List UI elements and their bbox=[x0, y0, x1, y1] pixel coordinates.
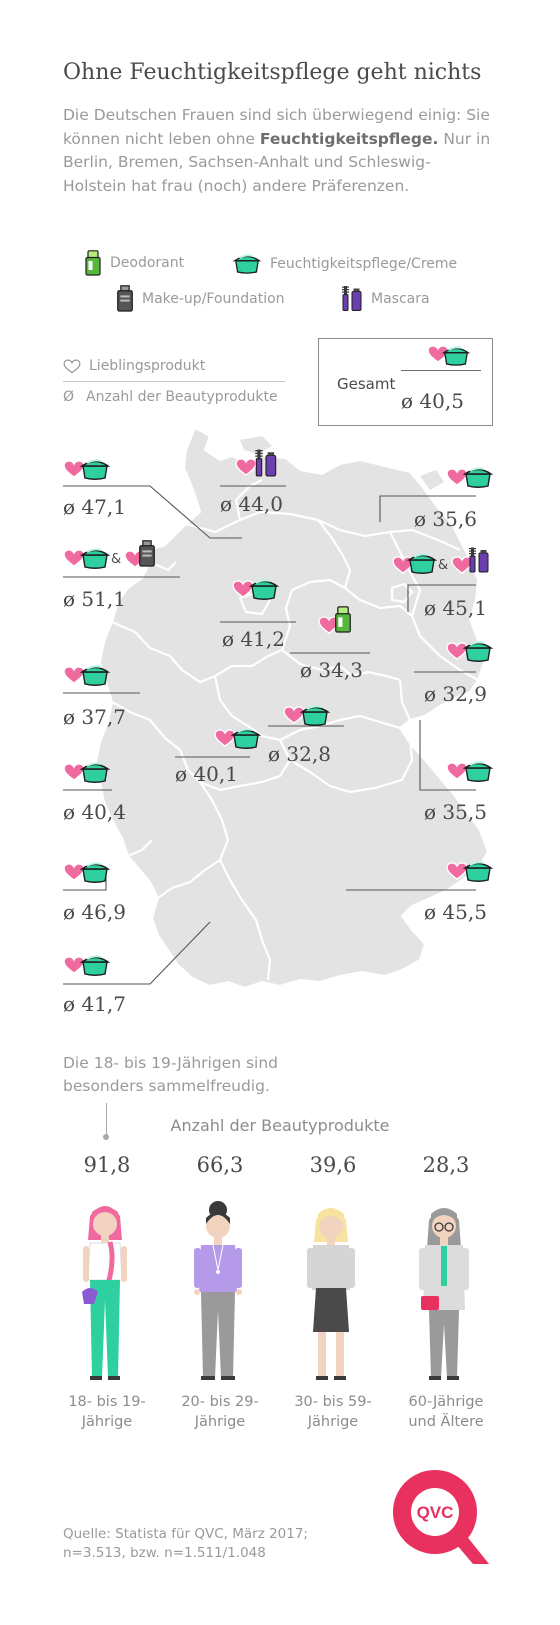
gesamt-value: ø 40,5 bbox=[401, 389, 464, 413]
value-rheinland-pfalz: ø 40,4 bbox=[63, 800, 126, 824]
legend-makeup-label: Make-up/Foundation bbox=[142, 290, 285, 307]
legend-cream: Feuchtigkeitspflege/Creme bbox=[232, 253, 457, 274]
age-value: 39,6 bbox=[309, 1153, 357, 1177]
value-bremen: ø 51,1 bbox=[63, 587, 126, 611]
pointer-line bbox=[106, 1103, 107, 1137]
age-value: 66,3 bbox=[196, 1153, 244, 1177]
legend-cream-label: Feuchtigkeitspflege/Creme bbox=[270, 255, 458, 272]
intro-bold: Feuchtigkeits­pflege. bbox=[259, 129, 439, 148]
age-label-line: 20- bis 29- bbox=[181, 1394, 259, 1410]
value-nordrhein-westfalen: ø 37,7 bbox=[63, 705, 126, 729]
makeup-icon bbox=[138, 540, 156, 567]
legend-avg-label: Anzahl der Beautyprodukte bbox=[86, 389, 278, 405]
gesamt-box: Gesamt ø 40,5 bbox=[318, 338, 493, 426]
age-label-line: Jährige bbox=[194, 1414, 246, 1430]
legend-favorite-label: Lieblingsprodukt bbox=[89, 358, 206, 374]
avg-symbol: Ø bbox=[63, 389, 75, 405]
woman-18-19-figure bbox=[82, 1206, 127, 1380]
source-line: Quelle: Statista für QVC, März 2017; bbox=[63, 1526, 308, 1542]
logo-text: QVC bbox=[417, 1503, 454, 1522]
age-label-line: 18- bis 19- bbox=[68, 1394, 146, 1410]
cream-icon bbox=[299, 704, 331, 726]
legend-makeup: Make-up/Foundation bbox=[116, 285, 285, 312]
mascara-icon bbox=[254, 449, 278, 477]
legend-average: Ø Anzahl der Beautyprodukte bbox=[63, 389, 278, 405]
page-title: Ohne Feuchtigkeitspflege geht nichts bbox=[63, 60, 482, 85]
cream-icon bbox=[79, 761, 111, 783]
intro-part-1: Die Deutschen Frauen sind sich überwiege… bbox=[63, 106, 490, 148]
woman-60-plus-figure bbox=[419, 1208, 469, 1380]
cream-icon bbox=[79, 861, 111, 883]
woman-20-29-figure bbox=[194, 1201, 242, 1380]
deodorant-icon bbox=[334, 606, 352, 633]
value-thueringen: ø 32,8 bbox=[268, 742, 331, 766]
age-label-line: Jährige bbox=[307, 1414, 359, 1430]
mascara-icon bbox=[468, 546, 490, 574]
value-brandenburg: ø 32,9 bbox=[424, 682, 487, 706]
cream-icon bbox=[462, 860, 494, 882]
ampersand: & bbox=[438, 558, 449, 573]
intro-part-2: Nur in Berlin, Bremen, Sachsen-Anhalt un… bbox=[63, 129, 491, 195]
value-baden-wuerttemberg: ø 41,7 bbox=[63, 992, 126, 1016]
cream-icon bbox=[462, 640, 494, 662]
legend-mascara-label: Mascara bbox=[371, 290, 430, 307]
legend-deodorant-label: Deodorant bbox=[110, 255, 185, 271]
cream-icon bbox=[462, 760, 494, 782]
age-value: 91,8 bbox=[83, 1153, 131, 1177]
age-label-line: 60-Jährige bbox=[408, 1394, 484, 1410]
cream-icon bbox=[79, 458, 111, 480]
age-label-line: Jährige bbox=[81, 1414, 133, 1430]
age-label-line: 30- bis 59- bbox=[294, 1394, 372, 1410]
intro-text: Die Deutschen Frauen sind sich überwiege… bbox=[63, 104, 493, 198]
cream-icon bbox=[462, 466, 494, 488]
source-note: Quelle: Statista für QVC, März 2017; n=3… bbox=[63, 1525, 363, 1563]
age-label-line: und Ältere bbox=[408, 1414, 484, 1430]
legend-mascara: Mascara bbox=[341, 285, 430, 312]
map-pointer-lines bbox=[63, 485, 476, 985]
age-section-intro: Die 18- bis 19-Jährigen sind besonders s… bbox=[63, 1054, 279, 1095]
value-hessen: ø 40,1 bbox=[175, 762, 238, 786]
gesamt-label: Gesamt bbox=[337, 375, 396, 393]
age-label: 30- bis 59- Jährige bbox=[273, 1392, 393, 1432]
age-label: 18- bis 19- Jährige bbox=[47, 1392, 167, 1432]
cream-icon bbox=[79, 954, 111, 976]
value-hamburg: ø 47,1 bbox=[63, 495, 126, 519]
ampersand: & bbox=[111, 552, 122, 567]
value-mecklenburg-vorpommern: ø 35,6 bbox=[414, 507, 477, 531]
value-bayern: ø 45,5 bbox=[424, 900, 487, 924]
cream-icon bbox=[230, 727, 262, 749]
age-value: 28,3 bbox=[422, 1153, 470, 1177]
cream-icon bbox=[79, 664, 111, 686]
cream-icon bbox=[79, 547, 111, 569]
cream-icon bbox=[406, 552, 438, 574]
value-sachsen: ø 35,5 bbox=[424, 800, 487, 824]
woman-30-59-figure bbox=[307, 1208, 355, 1380]
value-berlin: ø 45,1 bbox=[424, 596, 487, 620]
value-saarland: ø 46,9 bbox=[63, 900, 126, 924]
qvc-logo: QVC bbox=[393, 1470, 489, 1564]
value-niedersachsen: ø 41,2 bbox=[222, 627, 285, 651]
legend-deodorant: Deodorant bbox=[84, 250, 184, 276]
age-heading: Anzahl der Beautyprodukte bbox=[170, 1116, 390, 1135]
gesamt-divider bbox=[401, 370, 481, 371]
value-sachsen-anhalt: ø 34,3 bbox=[300, 658, 363, 682]
age-label: 60-Jährige und Ältere bbox=[386, 1392, 506, 1432]
value-schleswig-holstein: ø 44,0 bbox=[220, 492, 283, 516]
legend-favorite: Lieblingsprodukt bbox=[63, 358, 205, 374]
legend-divider bbox=[63, 381, 285, 382]
age-label: 20- bis 29- Jährige bbox=[160, 1392, 280, 1432]
source-line: n=3.513, bzw. n=1.511/1.048 bbox=[63, 1545, 266, 1561]
pointer-dot bbox=[103, 1134, 109, 1140]
cream-icon bbox=[248, 578, 280, 600]
